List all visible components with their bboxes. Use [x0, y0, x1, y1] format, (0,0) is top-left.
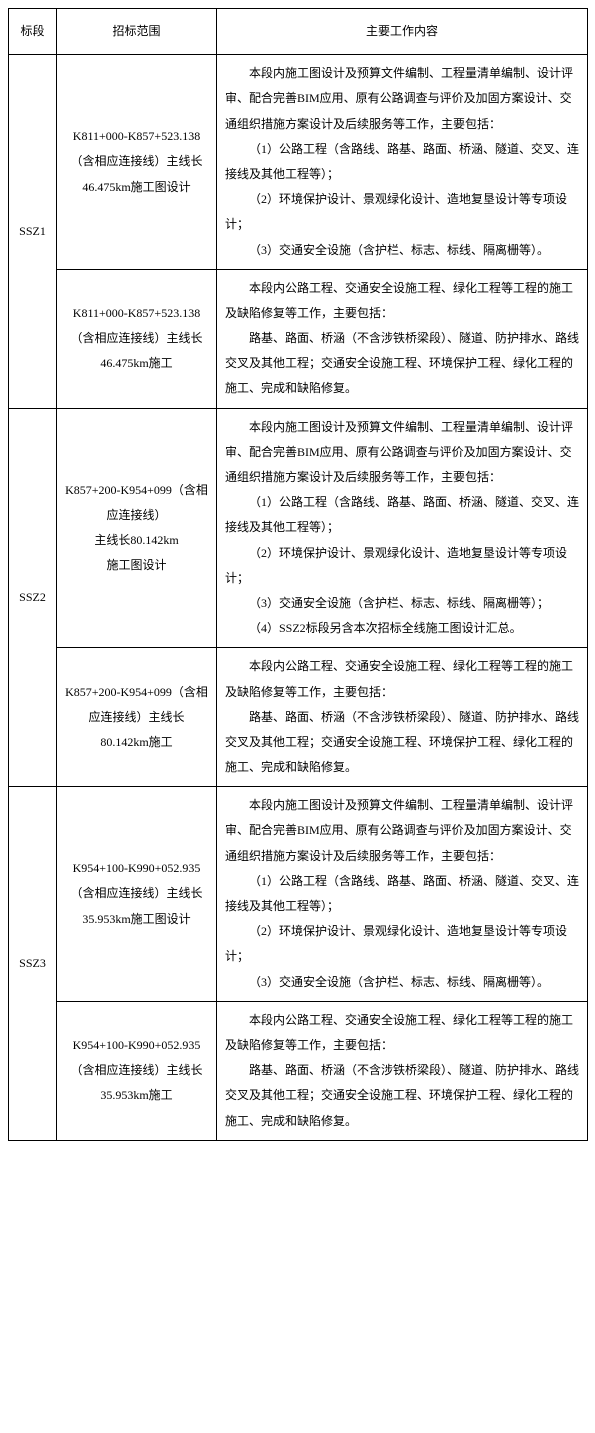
scope-cell: K954+100-K990+052.935（含相应连接线）主线长35.953km…: [57, 1001, 217, 1140]
header-work: 主要工作内容: [217, 9, 588, 55]
work-para: 本段内公路工程、交通安全设施工程、绿化工程等工程的施工及缺陷修复等工作，主要包括…: [225, 654, 579, 704]
table-row: SSZ1 K811+000-K857+523.138（含相应连接线）主线长46.…: [9, 55, 588, 270]
work-para: （3）交通安全设施（含护栏、标志、标线、隔离栅等）。: [225, 970, 579, 995]
section-label: SSZ3: [9, 787, 57, 1140]
work-cell: 本段内公路工程、交通安全设施工程、绿化工程等工程的施工及缺陷修复等工作，主要包括…: [217, 269, 588, 408]
work-para: （3）交通安全设施（含护栏、标志、标线、隔离栅等）。: [225, 238, 579, 263]
table-row: K811+000-K857+523.138（含相应连接线）主线长46.475km…: [9, 269, 588, 408]
scope-cell: K954+100-K990+052.935（含相应连接线）主线长35.953km…: [57, 787, 217, 1002]
bid-sections-table: 标段 招标范围 主要工作内容 SSZ1 K811+000-K857+523.13…: [8, 8, 588, 1141]
work-para: （2）环境保护设计、景观绿化设计、造地复垦设计等专项设计；: [225, 187, 579, 237]
work-para: （1）公路工程（含路线、路基、路面、桥涵、隧道、交叉、连接线及其他工程等）；: [225, 869, 579, 919]
work-cell: 本段内公路工程、交通安全设施工程、绿化工程等工程的施工及缺陷修复等工作，主要包括…: [217, 1001, 588, 1140]
work-para: 本段内施工图设计及预算文件编制、工程量清单编制、设计评审、配合完善BIM应用、原…: [225, 61, 579, 137]
table-row: SSZ3 K954+100-K990+052.935（含相应连接线）主线长35.…: [9, 787, 588, 1002]
work-cell: 本段内公路工程、交通安全设施工程、绿化工程等工程的施工及缺陷修复等工作，主要包括…: [217, 648, 588, 787]
table-row: SSZ2 K857+200-K954+099（含相应连接线） 主线长80.142…: [9, 408, 588, 648]
work-para: 路基、路面、桥涵（不含涉铁桥梁段）、隧道、防护排水、路线交叉及其他工程；交通安全…: [225, 1058, 579, 1134]
work-para: 本段内公路工程、交通安全设施工程、绿化工程等工程的施工及缺陷修复等工作，主要包括…: [225, 1008, 579, 1058]
scope-cell: K857+200-K954+099（含相应连接线）主线长80.142km施工: [57, 648, 217, 787]
work-para: （1）公路工程（含路线、路基、路面、桥涵、隧道、交叉、连接线及其他工程等）；: [225, 490, 579, 540]
scope-cell: K857+200-K954+099（含相应连接线） 主线长80.142km 施工…: [57, 408, 217, 648]
work-para: （1）公路工程（含路线、路基、路面、桥涵、隧道、交叉、连接线及其他工程等）；: [225, 137, 579, 187]
work-cell: 本段内施工图设计及预算文件编制、工程量清单编制、设计评审、配合完善BIM应用、原…: [217, 408, 588, 648]
work-para: （4）SSZ2标段另含本次招标全线施工图设计汇总。: [225, 616, 579, 641]
work-para: （2）环境保护设计、景观绿化设计、造地复垦设计等专项设计；: [225, 919, 579, 969]
table-header-row: 标段 招标范围 主要工作内容: [9, 9, 588, 55]
scope-line: 施工图设计: [65, 553, 208, 578]
header-section: 标段: [9, 9, 57, 55]
scope-line: K857+200-K954+099（含相应连接线）: [65, 478, 208, 528]
scope-cell: K811+000-K857+523.138（含相应连接线）主线长46.475km…: [57, 55, 217, 270]
work-para: （3）交通安全设施（含护栏、标志、标线、隔离栅等）；: [225, 591, 579, 616]
work-para: （2）环境保护设计、景观绿化设计、造地复垦设计等专项设计；: [225, 541, 579, 591]
scope-line: 主线长80.142km: [65, 528, 208, 553]
work-para: 本段内公路工程、交通安全设施工程、绿化工程等工程的施工及缺陷修复等工作，主要包括…: [225, 276, 579, 326]
work-para: 路基、路面、桥涵（不含涉铁桥梁段）、隧道、防护排水、路线交叉及其他工程；交通安全…: [225, 705, 579, 781]
work-para: 本段内施工图设计及预算文件编制、工程量清单编制、设计评审、配合完善BIM应用、原…: [225, 415, 579, 491]
table-row: K954+100-K990+052.935（含相应连接线）主线长35.953km…: [9, 1001, 588, 1140]
work-cell: 本段内施工图设计及预算文件编制、工程量清单编制、设计评审、配合完善BIM应用、原…: [217, 787, 588, 1002]
header-scope: 招标范围: [57, 9, 217, 55]
work-para: 路基、路面、桥涵（不含涉铁桥梁段）、隧道、防护排水、路线交叉及其他工程；交通安全…: [225, 326, 579, 402]
section-label: SSZ2: [9, 408, 57, 787]
work-cell: 本段内施工图设计及预算文件编制、工程量清单编制、设计评审、配合完善BIM应用、原…: [217, 55, 588, 270]
scope-cell: K811+000-K857+523.138（含相应连接线）主线长46.475km…: [57, 269, 217, 408]
work-para: 本段内施工图设计及预算文件编制、工程量清单编制、设计评审、配合完善BIM应用、原…: [225, 793, 579, 869]
table-row: K857+200-K954+099（含相应连接线）主线长80.142km施工 本…: [9, 648, 588, 787]
section-label: SSZ1: [9, 55, 57, 408]
